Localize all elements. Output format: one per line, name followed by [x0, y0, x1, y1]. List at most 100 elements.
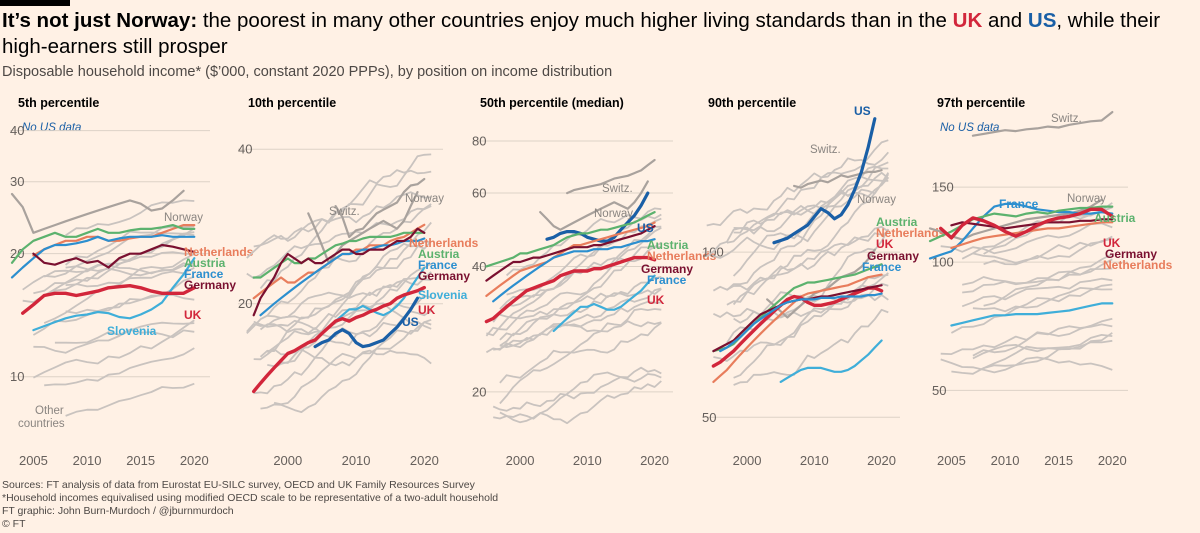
x-tick-label: 2000 [733, 453, 762, 468]
series-line-germany [950, 218, 1114, 230]
x-tick-label: 2010 [800, 453, 829, 468]
y-tick-label: 50 [702, 410, 716, 425]
panel-title: 50th percentile (median) [480, 96, 624, 110]
series-line-switz [971, 111, 1114, 137]
series-label: US [637, 221, 654, 235]
other-country-line [493, 320, 662, 351]
series-line-us [313, 296, 420, 349]
other-country-line [499, 322, 662, 384]
x-tick-label: 2020 [410, 453, 439, 468]
other-country-line [972, 317, 1113, 357]
x-tick-label: 2020 [640, 453, 669, 468]
series-line-netherlands [32, 224, 196, 257]
other-country-line [485, 227, 662, 337]
series-line-uk [252, 285, 426, 394]
other-country-line [983, 235, 1113, 266]
series-line-uk [484, 255, 657, 324]
series-line-norway [10, 189, 185, 234]
other-country-line [65, 230, 195, 266]
other-country-line [43, 253, 195, 324]
footer-copyright: © FT [2, 518, 26, 530]
footer: Sources: FT analysis of data from Eurost… [2, 479, 498, 531]
title-us-word: US [1027, 9, 1057, 32]
y-tick-label: 20 [238, 296, 252, 311]
y-tick-label: 20 [472, 384, 486, 399]
other-country-line [726, 172, 890, 306]
series-label: France [862, 260, 902, 274]
other-country-line [65, 199, 195, 237]
ft-top-bar [0, 0, 70, 6]
series-line-uk [939, 207, 1114, 240]
other-country-line [972, 287, 1113, 313]
series-label: Slovenia [418, 288, 468, 302]
series-line-switz [334, 177, 426, 238]
series-line-france [10, 234, 196, 279]
series-line-slovenia [32, 257, 196, 332]
series-label: Switz. [810, 144, 841, 156]
other-country-line [65, 227, 195, 286]
other-country-line [253, 294, 432, 395]
other-country-line [972, 237, 1113, 264]
series-label: UK [876, 237, 894, 251]
series-line-switz [793, 169, 883, 189]
other-country-line [266, 262, 432, 354]
series-line-slovenia [779, 339, 883, 383]
other-country-line [259, 302, 432, 335]
series-label: France [184, 267, 224, 281]
series-label: Austria [647, 238, 689, 252]
series-label: Norway [1067, 193, 1106, 205]
other-country-line [733, 165, 889, 234]
series-line-germany [32, 243, 196, 269]
series-label: Austria [1094, 211, 1136, 225]
series-label: Switz. [1051, 113, 1082, 125]
other-country-line [492, 225, 662, 323]
series-label: France [418, 258, 458, 272]
x-tick-label: 2020 [1098, 453, 1127, 468]
x-tick-label: 2020 [180, 453, 209, 468]
series-label: Norway [857, 194, 896, 206]
y-tick-label: 40 [10, 123, 24, 138]
series-label: Germany [1105, 247, 1157, 261]
other-country-line [267, 276, 432, 319]
series-line-switz [566, 158, 656, 195]
series-label: Other [35, 405, 64, 417]
series-line-norway [766, 248, 876, 319]
series-label: Norway [164, 212, 203, 224]
y-tick-label: 100 [932, 255, 954, 270]
other-country-line [65, 382, 195, 417]
series-label: Germany [867, 249, 919, 263]
series-label: countries [18, 418, 65, 430]
panel-title: 10th percentile [248, 96, 336, 110]
series-line-france [719, 292, 883, 353]
other-country-line [65, 262, 195, 277]
other-country-line [940, 356, 1113, 374]
other-country-line [273, 321, 432, 406]
series-line-norway [307, 191, 419, 265]
series-label: Germany [418, 269, 470, 283]
footer-credit: FT graphic: John Burn-Murdoch / @jburnmu… [2, 505, 234, 517]
other-country-line [65, 294, 195, 314]
x-tick-label: 2005 [19, 453, 48, 468]
footer-note: *Household incomes equivalised using mod… [2, 492, 499, 504]
series-label: Netherlands [647, 249, 717, 263]
series-line-germany [252, 227, 426, 317]
no-us-data-note: No US data [22, 122, 81, 134]
x-tick-label: 2010 [342, 453, 371, 468]
other-country-line [950, 283, 1113, 334]
x-tick-label: 2010 [991, 453, 1020, 468]
other-country-line [246, 205, 432, 279]
series-label: Norway [594, 208, 633, 220]
series-label: Germany [184, 278, 236, 292]
series-label: Austria [184, 256, 226, 270]
series-line-uk [21, 284, 196, 315]
other-country-line [951, 332, 1113, 375]
series-line-austria [10, 224, 196, 264]
y-tick-label: 40 [472, 259, 486, 274]
other-country-line [32, 319, 195, 379]
x-tick-label: 2010 [73, 453, 102, 468]
other-country-line [492, 366, 662, 412]
other-country-line [499, 241, 662, 310]
chart-title: It’s not just Norway: the poorest in man… [2, 9, 1161, 58]
other-country-line [972, 339, 1113, 360]
